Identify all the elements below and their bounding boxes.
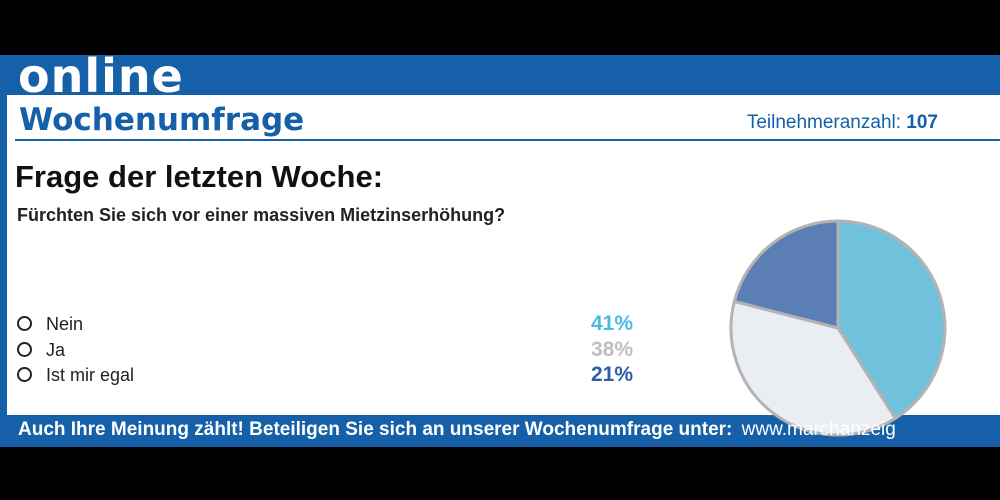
option-label: Ist mir egal [46, 365, 135, 385]
option-percent: 41% [590, 312, 633, 335]
option-ja[interactable]: Ja 38% [17, 338, 633, 362]
footer-cta: Auch Ihre Meinung zählt! Beteiligen Sie … [18, 419, 733, 440]
footer: Auch Ihre Meinung zählt! Beteiligen Sie … [18, 417, 896, 443]
option-label: Nein [46, 314, 84, 334]
poll-panel: online Wochenumfrage Teilnehmeranzahl: 1… [0, 49, 1000, 447]
question-text: Fürchten Sie sich vor einer massiven Mie… [17, 205, 506, 225]
participants-info: Teilnehmeranzahl: 107 [747, 111, 938, 135]
brand-online: online [18, 49, 184, 103]
radio-icon[interactable] [17, 342, 32, 358]
option-percent: 38% [590, 338, 633, 361]
option-label: Ja [46, 340, 66, 360]
footer-url[interactable]: www.marchanzeig [741, 419, 896, 440]
option-percent: 21% [590, 363, 633, 386]
header-divider [15, 139, 1000, 141]
radio-icon[interactable] [17, 316, 32, 332]
pie-slice-ist-mir-egal [732, 219, 840, 330]
radio-icon[interactable] [17, 367, 32, 383]
option-nein[interactable]: Nein 41% [17, 312, 633, 336]
question-heading: Frage der letzten Woche: [15, 159, 384, 194]
pie-slice-ja [729, 299, 897, 437]
option-ist-mir-egal[interactable]: Ist mir egal 21% [17, 363, 633, 387]
poll-title: Wochenumfrage [19, 102, 305, 138]
participants-count: 107 [906, 112, 938, 133]
results-pie-chart [729, 219, 947, 437]
participants-label: Teilnehmeranzahl: [746, 112, 902, 133]
poll-card: Wochenumfrage Teilnehmeranzahl: 107 Frag… [7, 95, 1000, 437]
